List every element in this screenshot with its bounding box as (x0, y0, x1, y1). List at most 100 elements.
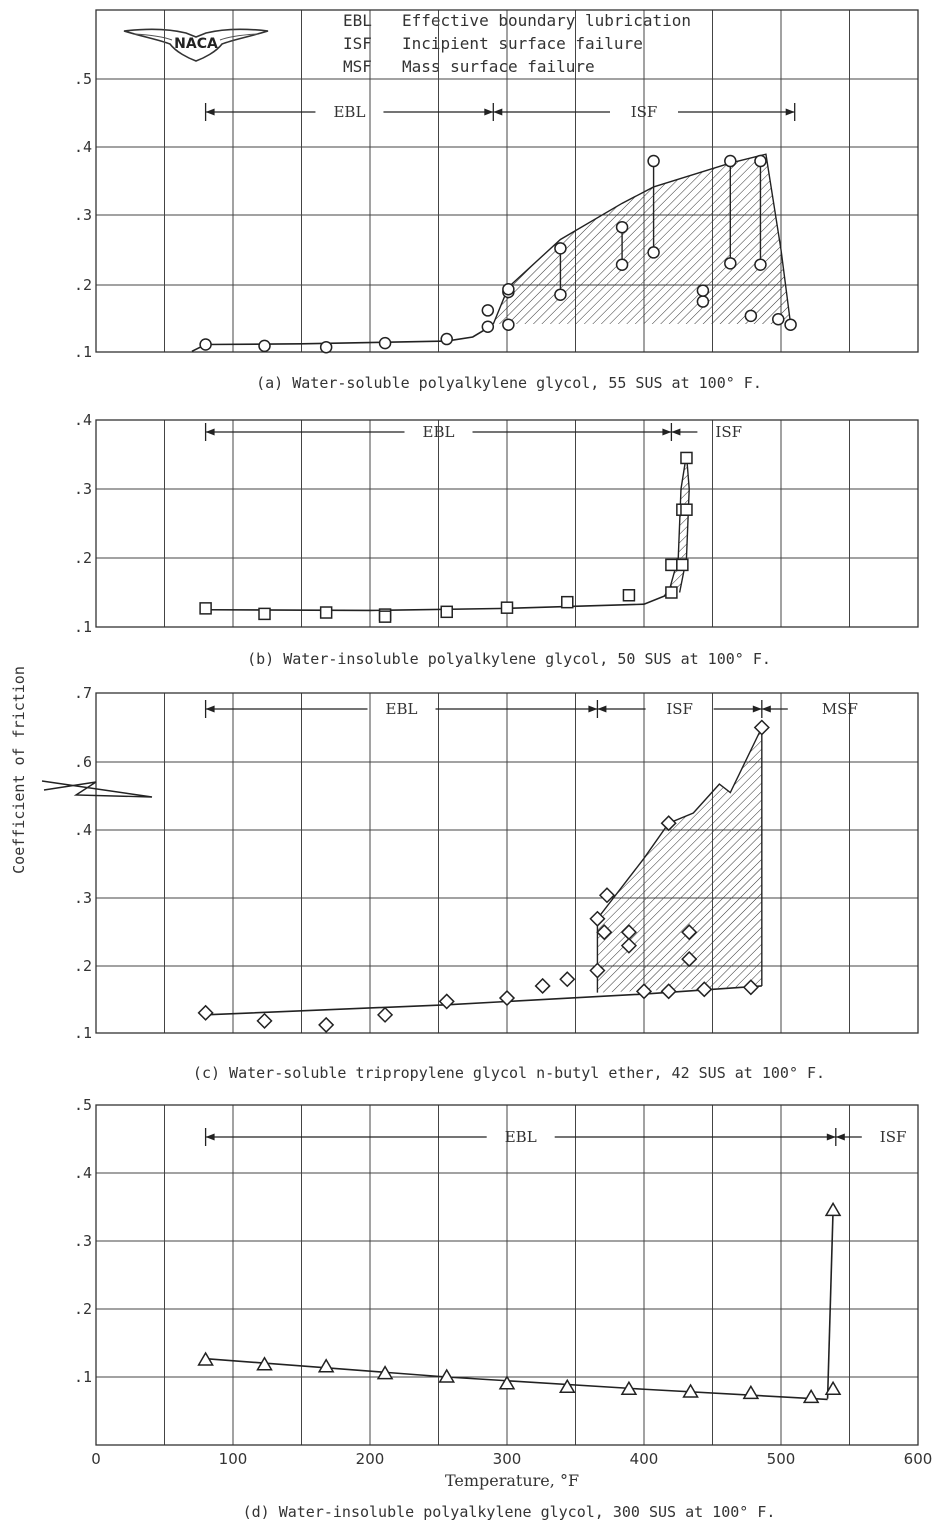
triangle-marker (438, 1368, 456, 1383)
circle-marker (744, 309, 758, 323)
circle-marker (724, 257, 737, 270)
triangle-marker (802, 1388, 820, 1404)
legend-text-msf: Mass surface failure (402, 57, 595, 76)
x-tick-label: 0 (91, 1450, 101, 1468)
diamond-marker (534, 977, 551, 995)
y-tick-label: .5 (74, 70, 92, 88)
x-tick-label: 100 (219, 1450, 248, 1468)
naca-logo-text: NACA (174, 36, 218, 52)
square-marker (676, 558, 689, 572)
circle-marker (784, 318, 797, 331)
y-tick-label: .1 (74, 618, 92, 636)
arrowhead-right (785, 108, 795, 116)
x-tick-label: 500 (767, 1450, 796, 1468)
circle-marker (258, 339, 271, 353)
diamond-marker (660, 815, 677, 832)
region-label-ebl: EBL (505, 1128, 537, 1146)
region-label-isf: ISF (715, 423, 742, 441)
plot-frame (95, 692, 919, 1034)
arrowhead-left (205, 428, 215, 436)
circle-marker (647, 246, 660, 259)
region-isf: ISF (493, 103, 795, 121)
region-label-ebl: EBL (386, 700, 418, 718)
diamond-marker (660, 983, 677, 1000)
y-tick-label: .7 (74, 684, 92, 702)
panel-a: .5 .4 .3 .2 .1 EBL ISF (a) Water-soluble polyal… (74, 9, 919, 392)
failure-region-hatch (493, 154, 791, 325)
y-tick-label: .1 (74, 1368, 92, 1386)
diamond-marker (598, 887, 616, 904)
arrowhead-left (205, 705, 215, 713)
legend-abbr-isf: ISF (343, 34, 372, 53)
y-axis-label: Coefficient of friction (10, 666, 28, 874)
panels: .5 .4 .3 .2 .1 EBL ISF (a) Water-soluble polyal… (41, 9, 933, 1521)
diamond-marker (589, 962, 606, 979)
region-label-msf: MSF (822, 700, 858, 718)
circle-marker (199, 338, 212, 351)
circle-marker (696, 284, 710, 297)
square-marker (665, 586, 678, 599)
diamond-marker (589, 910, 606, 927)
square-marker (440, 605, 453, 619)
panel-caption-a: (a) Water-soluble polyalkylene glycol, 5… (256, 374, 762, 392)
y-tick-label: .2 (74, 957, 92, 975)
triangle-marker (682, 1383, 699, 1398)
arrowhead-left (493, 108, 503, 116)
y-tick-label: .2 (74, 276, 92, 294)
x-tick-label: 300 (493, 1450, 522, 1468)
region-ebl: EBL (205, 103, 494, 121)
panel-caption-c: (c) Water-soluble tripropylene glycol n-… (193, 1064, 825, 1082)
diamond-marker (256, 1012, 273, 1029)
region-label-isf: ISF (666, 700, 693, 718)
diamond-marker (438, 993, 455, 1010)
diamond-marker (620, 937, 637, 954)
square-marker (561, 595, 574, 609)
plot-frame (95, 419, 919, 628)
panel-caption-b: (b) Water-insoluble polyalkylene glycol,… (247, 650, 771, 668)
arrowhead-right (826, 1133, 836, 1141)
region-msf: MSF (761, 700, 858, 718)
x-axis-label: Temperature, °F (445, 1471, 579, 1490)
axis-break-icon (41, 780, 153, 798)
y-tick-label: .4 (74, 411, 92, 429)
diamond-marker (753, 719, 770, 736)
square-marker (680, 503, 693, 516)
circle-marker (554, 288, 567, 301)
failure-region-hatch (668, 454, 690, 593)
y-tick-label: .3 (74, 206, 92, 224)
region-isf: ISF (671, 423, 742, 441)
triangle-marker (376, 1365, 394, 1380)
y-tick-label: .4 (74, 1164, 92, 1182)
plot-frame (95, 9, 919, 353)
y-tick-label: .1 (74, 343, 92, 361)
failure-jump-line (826, 1210, 834, 1399)
circle-marker (615, 220, 629, 234)
y-tick-label: .3 (74, 480, 92, 498)
panel-caption-d: (d) Water-insoluble polyalkylene glycol,… (243, 1503, 776, 1521)
square-marker (258, 607, 271, 621)
circle-marker (440, 332, 453, 346)
x-tick-label: 200 (356, 1450, 385, 1468)
circle-marker (481, 304, 495, 317)
x-tick-label: 400 (630, 1450, 659, 1468)
diamond-marker (498, 989, 516, 1007)
triangle-marker (742, 1384, 760, 1400)
diamond-marker (596, 924, 613, 941)
x-tick-label: 600 (904, 1450, 933, 1468)
panel-b: .4 .3 .2 .1 EBL ISF (b) Water-insoluble polyal… (74, 411, 919, 668)
circle-marker (754, 154, 767, 168)
triangle-marker (256, 1356, 273, 1371)
triangle-marker (824, 1201, 842, 1217)
circle-marker (696, 295, 710, 308)
triangle-marker (498, 1375, 516, 1390)
region-ebl: EBL (205, 423, 672, 441)
arrowhead-left (597, 705, 607, 713)
triangle-marker (558, 1378, 576, 1393)
arrowhead-right (588, 705, 598, 713)
friction-curve (205, 1357, 828, 1401)
y-tick-label: .1 (74, 1024, 92, 1042)
circle-marker (502, 318, 515, 331)
triangle-marker (824, 1380, 842, 1395)
diamond-marker (681, 924, 698, 941)
